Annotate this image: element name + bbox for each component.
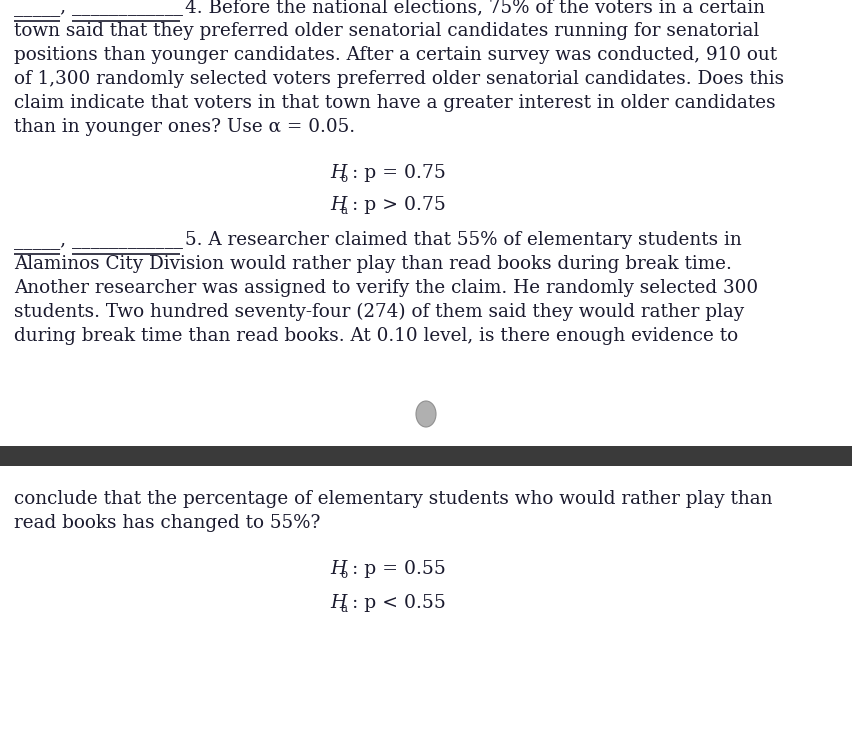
- Text: a: a: [340, 204, 347, 217]
- Text: 5. A researcher claimed that 55% of elementary students in: 5. A researcher claimed that 55% of elem…: [185, 231, 741, 249]
- Text: _____,: _____,: [14, 0, 66, 16]
- Ellipse shape: [416, 401, 435, 427]
- Text: H: H: [330, 594, 346, 612]
- Text: H: H: [330, 164, 346, 182]
- Text: o: o: [340, 172, 347, 185]
- Text: _____,: _____,: [14, 231, 66, 249]
- Text: H: H: [330, 560, 346, 578]
- Text: during break time than read books. At 0.10 level, is there enough evidence to: during break time than read books. At 0.…: [14, 327, 737, 345]
- Text: a: a: [340, 602, 347, 615]
- Text: 4. Before the national elections, 75% of the voters in a certain: 4. Before the national elections, 75% of…: [185, 0, 764, 16]
- Text: conclude that the percentage of elementary students who would rather play than: conclude that the percentage of elementa…: [14, 490, 772, 508]
- Text: of 1,300 randomly selected voters preferred older senatorial candidates. Does th: of 1,300 randomly selected voters prefer…: [14, 70, 783, 88]
- Text: positions than younger candidates. After a certain survey was conducted, 910 out: positions than younger candidates. After…: [14, 46, 776, 64]
- Text: : p = 0.55: : p = 0.55: [346, 560, 446, 578]
- Text: students. Two hundred seventy-four (274) of them said they would rather play: students. Two hundred seventy-four (274)…: [14, 303, 743, 321]
- Text: Alaminos City Division would rather play than read books during break time.: Alaminos City Division would rather play…: [14, 255, 731, 273]
- Text: H: H: [330, 196, 346, 214]
- Bar: [0, 446, 852, 466]
- Text: read books has changed to 55%?: read books has changed to 55%?: [14, 514, 320, 532]
- Text: claim indicate that voters in that town have a greater interest in older candida: claim indicate that voters in that town …: [14, 94, 774, 112]
- Text: ____________: ____________: [72, 0, 183, 16]
- Text: ____________: ____________: [72, 231, 183, 249]
- Text: than in younger ones? Use α = 0.05.: than in younger ones? Use α = 0.05.: [14, 118, 354, 136]
- Text: : p = 0.75: : p = 0.75: [346, 164, 446, 182]
- Text: Another researcher was assigned to verify the claim. He randomly selected 300: Another researcher was assigned to verif…: [14, 279, 757, 297]
- Text: : p < 0.55: : p < 0.55: [346, 594, 446, 612]
- Text: : p > 0.75: : p > 0.75: [346, 196, 446, 214]
- Text: town said that they preferred older senatorial candidates running for senatorial: town said that they preferred older sena…: [14, 22, 758, 40]
- Text: o: o: [340, 568, 347, 581]
